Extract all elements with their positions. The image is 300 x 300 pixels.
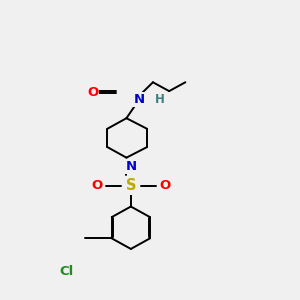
Text: O: O [92,179,103,192]
Text: O: O [159,179,170,192]
Text: S: S [126,178,136,194]
Text: Cl: Cl [60,265,74,278]
Text: O: O [87,86,98,99]
Text: N: N [125,160,136,173]
Text: N: N [134,93,145,106]
Text: H: H [155,93,165,106]
